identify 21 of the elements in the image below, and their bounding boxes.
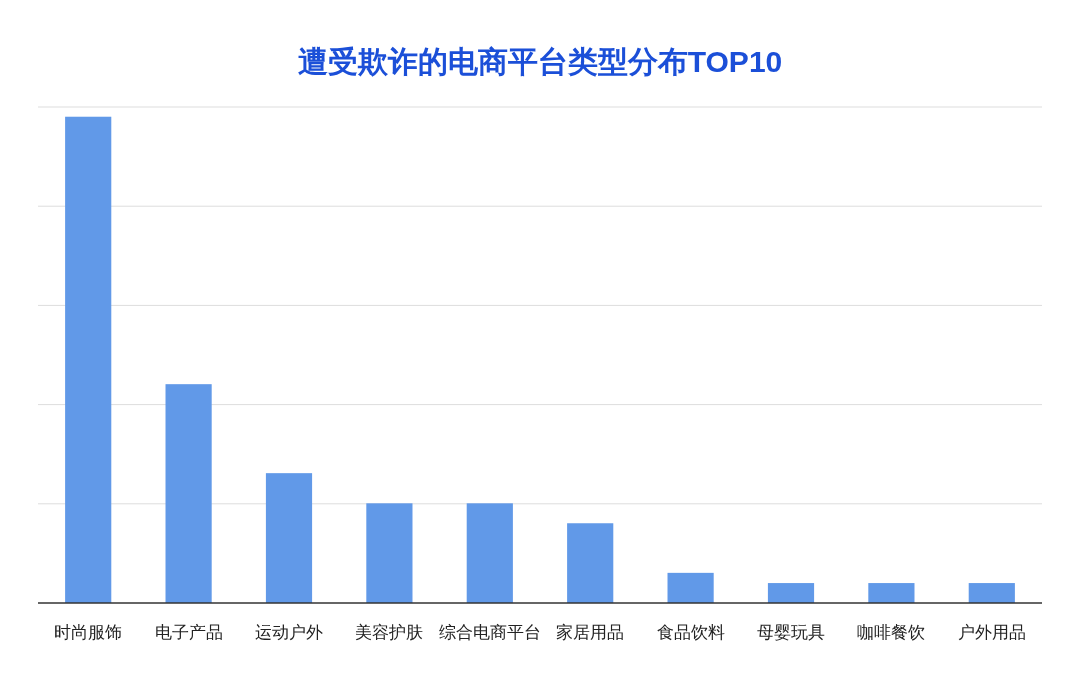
x-tick-label: 时尚服饰: [54, 623, 123, 642]
bar: [165, 384, 212, 603]
bar: [265, 473, 313, 603]
bar: [968, 583, 1015, 603]
x-tick-label: 美容护肤: [355, 623, 424, 642]
x-tick-label: 食品饮料: [656, 623, 725, 642]
bar: [65, 116, 112, 603]
x-tick-label: 母婴玩具: [757, 623, 825, 642]
x-tick-label: 电子产品: [154, 623, 223, 642]
bar: [767, 583, 815, 603]
x-tick-label: 家居用品: [556, 623, 625, 642]
bar: [466, 503, 513, 603]
bar: [868, 583, 915, 603]
bar: [366, 503, 413, 603]
x-tick-label: 户外用品: [957, 623, 1026, 642]
bar: [567, 523, 614, 603]
x-tick-label: 综合电商平台: [438, 623, 541, 642]
x-tick-label: 运动户外: [255, 623, 323, 642]
x-tick-label: 咖啡餐饮: [857, 623, 926, 642]
chart-title: 遭受欺诈的电商平台类型分布TOP10: [297, 45, 783, 78]
bar: [667, 572, 714, 603]
